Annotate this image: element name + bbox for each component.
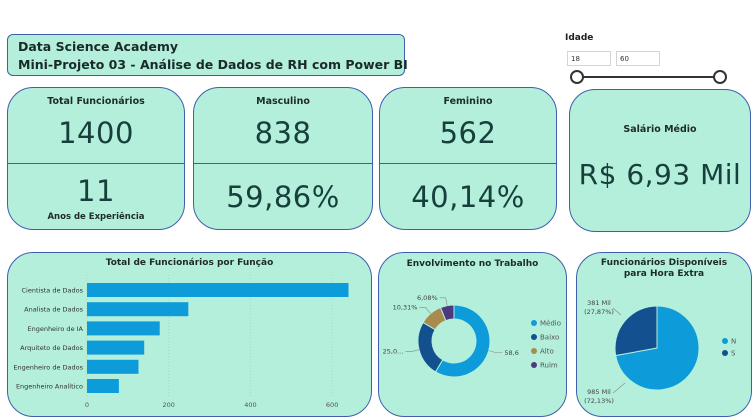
age-max-input[interactable]: 60 bbox=[616, 51, 660, 66]
age-slider-track[interactable] bbox=[577, 76, 720, 78]
pie-leader-line-n bbox=[612, 382, 626, 394]
female-card-divider bbox=[380, 163, 556, 164]
overtime-pie-card: Funcionários Disponíveis para Hora Extra… bbox=[576, 252, 752, 417]
donut-leader-line bbox=[439, 297, 448, 306]
engagement-donut-chart: 58,6 25,0... 10,31% 6,08% Médio Baixo Alto Ruim bbox=[383, 294, 561, 378]
donut-legend-label: Médio bbox=[540, 320, 561, 328]
donut-slice-médio bbox=[434, 304, 491, 378]
total-card-divider bbox=[8, 163, 184, 164]
male-card: Masculino 838 59,86% bbox=[193, 87, 373, 230]
donut-slice-baixo bbox=[417, 321, 444, 373]
donut-legend-label: Baixo bbox=[540, 334, 559, 342]
overtime-pie-title-line2: para Hora Extra bbox=[623, 269, 705, 279]
total-employees-value: 1400 bbox=[58, 116, 134, 150]
bar-category-label: Cientista de Dados bbox=[22, 287, 84, 295]
experience-years-label: Anos de Experiência bbox=[47, 212, 145, 222]
total-employees-label: Total Funcionários bbox=[47, 96, 145, 107]
pie-legend-marker bbox=[722, 338, 728, 344]
pie-legend-marker bbox=[722, 350, 728, 356]
bar-mark bbox=[87, 283, 349, 297]
dashboard-title-line1: Data Science Academy bbox=[18, 39, 179, 54]
total-employees-card: Total Funcionários 1400 11 Anos de Exper… bbox=[7, 87, 185, 230]
donut-legend-label: Ruim bbox=[540, 362, 558, 370]
average-salary-card: Salário Médio R$ 6,93 Mil bbox=[569, 89, 751, 232]
pie-label-s-value: 381 Mil bbox=[587, 299, 611, 307]
female-count-value: 562 bbox=[439, 116, 497, 150]
bar-category-label: Arquiteto de Dados bbox=[20, 344, 83, 352]
donut-leader-line bbox=[488, 350, 503, 354]
donut-data-label: 25,0... bbox=[383, 348, 404, 356]
donut-data-label: 6,08% bbox=[417, 294, 438, 302]
age-slider-min-handle[interactable] bbox=[570, 70, 584, 84]
donut-leader-line bbox=[419, 307, 431, 314]
donut-legend-marker bbox=[531, 348, 537, 354]
bar-x-tick-label: 400 bbox=[244, 401, 256, 409]
engagement-donut-card: Envolvimento no Trabalho 58,6 25,0... 10,3… bbox=[378, 252, 567, 417]
role-bar-chart-card: Total de Funcionários por Função 0 200 400… bbox=[7, 252, 372, 417]
age-min-input[interactable]: 18 bbox=[567, 51, 611, 66]
overtime-pie-chart: 381 Mil(27,87%) 985 Mil(72,13%) NS bbox=[584, 299, 736, 405]
bar-category-label: Engenheiro de Dados bbox=[13, 363, 83, 371]
donut-legend-marker bbox=[531, 362, 537, 368]
bar-category-label: Engenheiro Analítico bbox=[16, 383, 83, 391]
donut-data-label: 58,6 bbox=[504, 349, 518, 357]
female-card: Feminino 562 40,14% bbox=[379, 87, 557, 230]
pie-label-s-percent: (27,87%) bbox=[584, 308, 614, 316]
pie-slice-s bbox=[614, 305, 658, 357]
bar-category-label: Analista de Dados bbox=[24, 306, 83, 314]
bar-x-tick-label: 200 bbox=[163, 401, 175, 409]
average-salary-label: Salário Médio bbox=[623, 124, 697, 135]
bar-mark bbox=[87, 379, 119, 393]
bar-mark bbox=[87, 340, 145, 355]
donut-leader-line bbox=[405, 349, 420, 352]
experience-years-value: 11 bbox=[77, 174, 115, 208]
role-bar-chart-title: Total de Funcionários por Função bbox=[105, 258, 274, 268]
engagement-donut-title: Envolvimento no Trabalho bbox=[406, 259, 539, 269]
dashboard-title-line2: Mini-Projeto 03 - Análise de Dados de RH… bbox=[18, 57, 408, 72]
dashboard-title-card: Data Science Academy Mini-Projeto 03 - A… bbox=[7, 34, 408, 76]
age-slicer-title: Idade bbox=[565, 33, 594, 43]
bar-x-tick-label: 600 bbox=[326, 401, 338, 409]
male-label: Masculino bbox=[256, 96, 310, 107]
pie-label-n-percent: (72,13%) bbox=[584, 397, 614, 405]
donut-data-label: 10,31% bbox=[393, 304, 418, 312]
bar-x-tick-label: 0 bbox=[85, 401, 89, 409]
pie-label-n-value: 985 Mil bbox=[587, 388, 611, 396]
donut-slice-ruim bbox=[439, 304, 455, 322]
male-card-divider bbox=[194, 163, 372, 164]
donut-legend-marker bbox=[531, 334, 537, 340]
male-count-value: 838 bbox=[254, 116, 312, 150]
role-bar-chart: 0 200 400 600 Cientista de Dados Analista de … bbox=[13, 275, 349, 409]
donut-legend-label: Alto bbox=[540, 348, 554, 356]
bar-category-label: Engenheiro de IA bbox=[27, 325, 83, 333]
bar-mark bbox=[87, 302, 189, 317]
female-label: Feminino bbox=[443, 96, 493, 107]
pie-leader-line-s bbox=[612, 307, 622, 316]
pie-legend-label: S bbox=[731, 350, 736, 358]
male-percent-value: 59,86% bbox=[226, 180, 340, 214]
donut-legend-marker bbox=[531, 320, 537, 326]
overtime-pie-title-line1: Funcionários Disponíveis bbox=[600, 258, 728, 268]
age-slider-max-handle[interactable] bbox=[713, 70, 727, 84]
bar-mark bbox=[87, 359, 139, 374]
average-salary-value: R$ 6,93 Mil bbox=[578, 158, 742, 191]
bar-mark bbox=[87, 321, 160, 336]
pie-legend-label: N bbox=[731, 338, 736, 346]
female-percent-value: 40,14% bbox=[411, 180, 525, 214]
